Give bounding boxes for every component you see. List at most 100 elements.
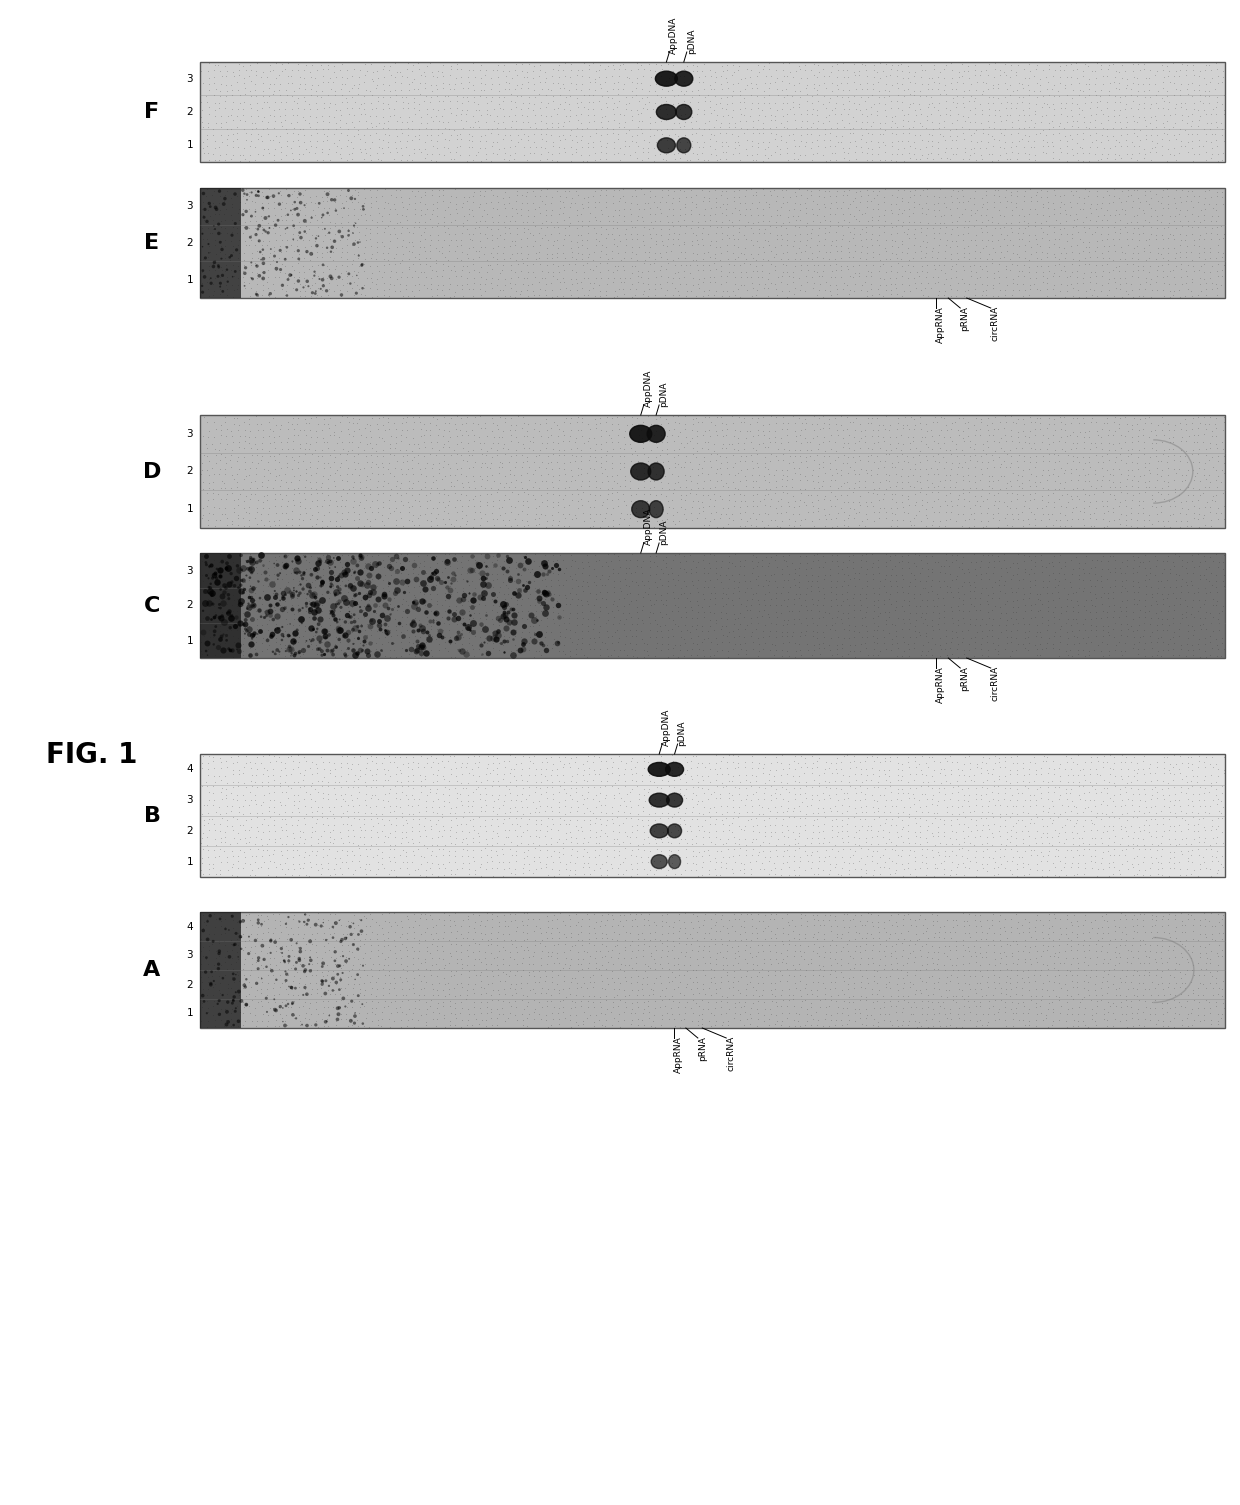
Point — [942, 77, 962, 101]
Point — [598, 567, 618, 591]
Point — [544, 977, 564, 1001]
Point — [815, 424, 835, 448]
Point — [536, 638, 556, 662]
Point — [448, 442, 467, 467]
Point — [556, 245, 575, 269]
Point — [977, 197, 997, 221]
Point — [941, 184, 961, 208]
Point — [386, 795, 405, 819]
Point — [427, 963, 446, 987]
Point — [275, 260, 295, 284]
Point — [634, 57, 653, 81]
Point — [428, 864, 448, 888]
Point — [728, 71, 748, 95]
Point — [464, 464, 484, 488]
Point — [1199, 990, 1219, 1014]
Point — [713, 631, 733, 655]
Point — [947, 462, 967, 486]
Point — [724, 576, 744, 600]
Point — [1075, 608, 1095, 632]
Point — [856, 542, 875, 566]
Point — [676, 605, 696, 629]
Point — [198, 751, 218, 775]
Point — [272, 599, 291, 623]
Point — [905, 98, 925, 122]
Point — [1147, 629, 1167, 653]
Point — [284, 271, 304, 295]
Point — [864, 749, 884, 774]
Point — [259, 634, 279, 658]
Point — [982, 762, 1002, 786]
Point — [994, 415, 1014, 439]
Point — [652, 914, 672, 938]
Point — [1123, 846, 1143, 870]
Point — [319, 607, 339, 631]
Point — [978, 555, 998, 579]
Point — [1056, 777, 1076, 801]
Point — [492, 426, 512, 450]
Point — [492, 600, 512, 625]
Point — [941, 762, 961, 786]
Point — [942, 543, 962, 567]
Point — [259, 128, 279, 152]
Point — [331, 283, 351, 307]
Point — [1183, 411, 1203, 435]
Point — [755, 71, 775, 95]
Point — [384, 585, 404, 610]
Point — [243, 593, 263, 617]
Point — [1064, 599, 1084, 623]
Point — [427, 626, 446, 650]
Point — [601, 456, 621, 480]
Point — [887, 417, 906, 441]
Point — [749, 60, 769, 84]
Point — [808, 862, 828, 886]
Point — [1133, 864, 1153, 888]
Point — [417, 858, 436, 882]
Point — [1199, 631, 1219, 655]
Point — [940, 826, 960, 850]
Point — [559, 179, 579, 203]
Point — [815, 846, 835, 870]
Point — [634, 826, 653, 850]
Point — [899, 607, 919, 631]
Point — [748, 989, 768, 1013]
Point — [894, 640, 914, 664]
Point — [833, 184, 853, 208]
Point — [965, 464, 985, 488]
Point — [202, 807, 222, 831]
Point — [373, 57, 393, 81]
Point — [520, 549, 539, 573]
Point — [321, 266, 341, 290]
Point — [1208, 1013, 1228, 1037]
Point — [675, 911, 694, 935]
Point — [861, 114, 880, 138]
Point — [838, 573, 858, 597]
Point — [351, 908, 371, 932]
Point — [423, 576, 443, 600]
Point — [1052, 977, 1071, 1001]
Point — [432, 548, 451, 572]
Point — [350, 561, 370, 585]
Point — [1128, 826, 1148, 850]
Point — [754, 787, 774, 811]
Point — [512, 442, 532, 467]
Point — [677, 959, 697, 983]
Point — [268, 208, 288, 232]
Point — [277, 182, 296, 206]
Point — [249, 229, 269, 253]
Point — [270, 179, 290, 203]
Point — [247, 84, 267, 108]
Point — [935, 185, 955, 209]
Point — [807, 412, 827, 436]
Point — [704, 575, 724, 599]
Point — [857, 1004, 877, 1028]
Point — [362, 461, 382, 485]
Point — [1172, 751, 1192, 775]
Point — [1037, 1005, 1056, 1029]
Point — [609, 763, 629, 787]
Point — [1200, 436, 1220, 461]
Point — [1087, 762, 1107, 786]
Point — [559, 975, 579, 999]
Point — [1178, 901, 1198, 926]
Point — [270, 561, 290, 585]
